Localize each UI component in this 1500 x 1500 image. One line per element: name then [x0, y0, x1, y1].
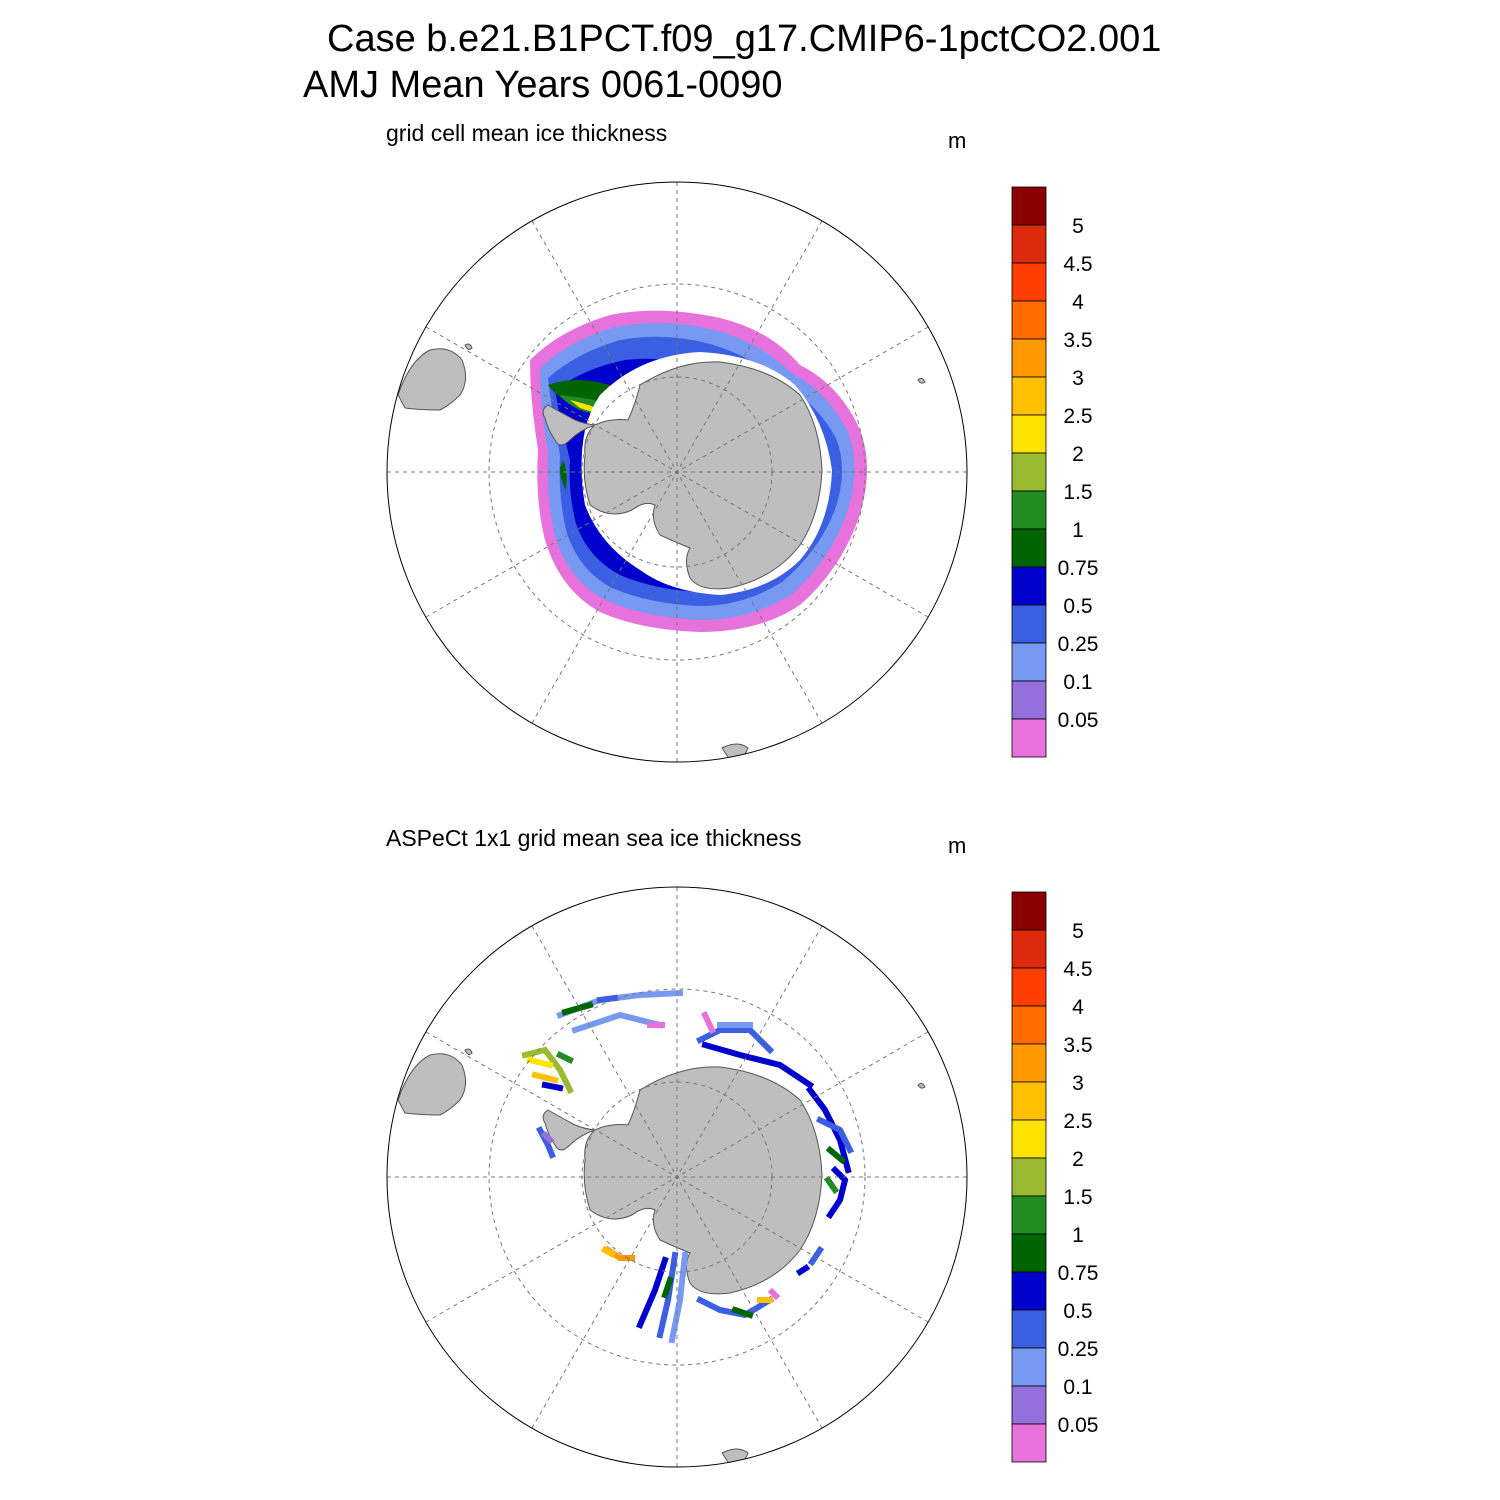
- panel-2-units: m: [948, 833, 967, 858]
- colorbar-label: 3.5: [1063, 329, 1092, 352]
- colorbar-swatch: [1011, 1271, 1047, 1311]
- colorbar-label: 2.5: [1063, 1110, 1092, 1133]
- colorbar-label: 0.5: [1063, 1300, 1092, 1323]
- island-east-2: [917, 1082, 926, 1089]
- panel-2-title: ASPeCt 1x1 grid mean sea ice thickness: [386, 825, 802, 851]
- colorbar-swatch: [1011, 1385, 1047, 1425]
- falklands-2: [464, 1048, 473, 1055]
- case-title: Case b.e21.B1PCT.f09_g17.CMIP6-1pctCO2.0…: [327, 18, 1162, 60]
- colorbar-label: 3: [1072, 367, 1084, 390]
- colorbar-swatch: [1011, 1195, 1047, 1235]
- colorbar-label: 0.75: [1058, 1262, 1099, 1285]
- colorbar-label: 0.1: [1063, 1376, 1092, 1399]
- antarctic-peninsula-2: [542, 1109, 596, 1151]
- colorbar-label: 4.5: [1063, 958, 1092, 981]
- colorbar-swatch: [1011, 262, 1047, 302]
- colorbar-swatch: [1011, 967, 1047, 1007]
- colorbar-label: 2: [1072, 443, 1084, 466]
- colorbar-swatch: [1011, 1157, 1047, 1197]
- colorbar-swatch: [1011, 1423, 1047, 1463]
- polar-map-2: [387, 887, 967, 1467]
- colorbar-swatch: [1011, 186, 1047, 226]
- antarctica-land: [583, 361, 823, 590]
- colorbar-swatch: [1011, 1119, 1047, 1159]
- colorbar-label: 0.05: [1058, 1414, 1099, 1437]
- antarctica-land-2: [583, 1066, 823, 1295]
- colorbar-swatch: [1011, 718, 1047, 758]
- colorbar-swatch: [1011, 929, 1047, 969]
- colorbar-label: 0.25: [1058, 633, 1099, 656]
- colorbar-swatch: [1011, 490, 1047, 530]
- colorbar-label: 1.5: [1063, 1186, 1092, 1209]
- colorbar-swatch: [1011, 680, 1047, 720]
- map-boundary-2: [386, 886, 968, 1468]
- colorbar-label: 4.5: [1063, 253, 1092, 276]
- colorbar-swatch: [1011, 891, 1047, 931]
- colorbar-label: 1.5: [1063, 481, 1092, 504]
- south-america-land: [397, 348, 466, 411]
- colorbar-1: 5 4.5 4 3.5 3 2.5 2 1.5 1 0.75 0.5 0.25 0.1 0.05: [1011, 186, 1099, 758]
- south-america-land-2: [397, 1053, 466, 1116]
- colorbar-label: 0.1: [1063, 671, 1092, 694]
- colorbar-2: 5 4.5 4 3.5 3 2.5 2 1.5 1 0.75 0.5 0.25 0.1 0.05: [1011, 891, 1099, 1463]
- falklands: [464, 343, 473, 350]
- colorbar-label: 3.5: [1063, 1034, 1092, 1057]
- colorbar-swatch: [1011, 1005, 1047, 1045]
- colorbar-swatch: [1011, 300, 1047, 340]
- colorbar-label: 0.5: [1063, 595, 1092, 618]
- colorbar-label: 2: [1072, 1148, 1084, 1171]
- colorbar-swatch: [1011, 452, 1047, 492]
- colorbar-label: 5: [1072, 215, 1084, 238]
- colorbar-swatch: [1011, 1309, 1047, 1349]
- panel-1-units: m: [948, 128, 967, 153]
- period-title: AMJ Mean Years 0061-0090: [303, 64, 783, 106]
- colorbar-swatch: [1011, 414, 1047, 454]
- colorbar-swatch: [1011, 1347, 1047, 1387]
- panel-1-title: grid cell mean ice thickness: [386, 120, 668, 146]
- colorbar-swatch: [1011, 224, 1047, 264]
- graticule-1: [387, 182, 967, 762]
- colorbar-swatch: [1011, 1081, 1047, 1121]
- colorbar-label: 0.75: [1058, 557, 1099, 580]
- colorbar-swatch: [1011, 1233, 1047, 1273]
- map-boundary-1: [386, 181, 968, 763]
- colorbar-label: 3: [1072, 1072, 1084, 1095]
- colorbar-label: 2.5: [1063, 405, 1092, 428]
- colorbar-label: 1: [1072, 1224, 1084, 1247]
- island-east: [917, 377, 926, 384]
- colorbar-swatch: [1011, 376, 1047, 416]
- colorbar-label: 5: [1072, 920, 1084, 943]
- colorbar-label: 0.05: [1058, 709, 1099, 732]
- colorbar-swatch: [1011, 642, 1047, 682]
- colorbar-label: 1: [1072, 519, 1084, 542]
- colorbar-swatch: [1011, 338, 1047, 378]
- colorbar-swatch: [1011, 566, 1047, 606]
- colorbar-label: 4: [1072, 291, 1084, 314]
- antarctic-peninsula: [542, 404, 596, 446]
- polar-map-1: [387, 182, 967, 762]
- colorbar-swatch: [1011, 1043, 1047, 1083]
- colorbar-label: 4: [1072, 996, 1084, 1019]
- colorbar-swatch: [1011, 528, 1047, 568]
- ice-bellings-green: [560, 460, 567, 490]
- colorbar-swatch: [1011, 604, 1047, 644]
- graticule-2: [387, 887, 967, 1467]
- colorbar-label: 0.25: [1058, 1338, 1099, 1361]
